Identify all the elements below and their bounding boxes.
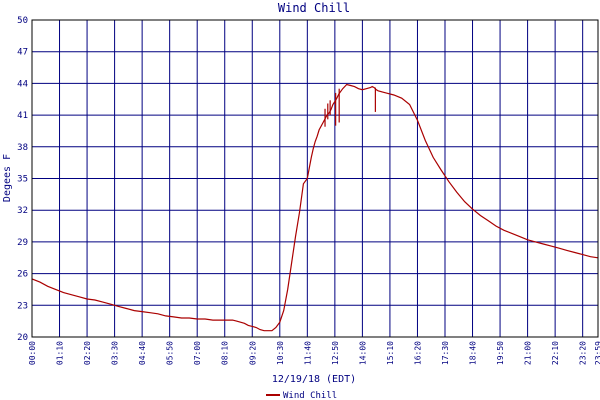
x-tick-label: 15:10 [386,341,395,365]
y-tick-label: 23 [17,301,28,311]
y-tick-label: 38 [17,143,28,153]
y-tick-label: 20 [17,333,28,343]
x-tick-label: 11:40 [303,341,312,365]
x-tick-label: 08:10 [221,341,230,365]
x-tick-label: 00:00 [28,341,37,365]
x-tick-label: 07:00 [193,341,202,365]
x-tick-label: 23:59 [594,341,600,365]
x-ticks: 00:00 01:10 02:20 03:30 04:40 05:50 07:00 08:10… [28,341,600,365]
x-tick-label: 17:30 [441,341,450,365]
x-tick-label: 14:00 [358,341,367,365]
legend-label: Wind Chill [283,391,337,400]
x-tick-label: 18:40 [469,341,478,365]
y-tick-label: 32 [17,206,28,216]
chart-title: Wind Chill [278,1,350,15]
x-tick-label: 04:40 [138,341,147,365]
x-tick-label: 01:10 [56,341,65,365]
series-line [31,83,599,332]
y-tick-label: 50 [17,16,28,26]
x-tick-label: 22:10 [551,341,560,365]
series-layer [31,83,599,332]
y-tick-label: 35 [17,175,28,185]
y-ticks: 20 23 26 29 32 35 38 41 44 47 50 [17,16,28,343]
x-tick-label: 02:20 [83,341,92,365]
x-tick-label: 12:50 [331,341,340,365]
grid [31,19,599,338]
y-tick-label: 41 [17,111,28,121]
x-tick-label: 21:00 [524,341,533,365]
x-axis-label: 12/19/18 (EDT) [272,374,356,385]
y-tick-label: 29 [17,238,28,248]
y-axis-label: Degees F [2,154,13,202]
x-tick-label: 10:30 [276,341,285,365]
x-tick-label: 16:20 [413,341,422,365]
x-tick-label: 09:20 [248,341,257,365]
x-tick-label: 03:30 [111,341,120,365]
plot-frame [31,19,599,338]
y-tick-label: 44 [17,79,28,89]
y-tick-label: 26 [17,270,28,280]
y-tick-label: 47 [17,48,28,58]
x-tick-label: 05:50 [166,341,175,365]
legend: Wind Chill [266,391,337,400]
x-tick-label: 19:50 [496,341,505,365]
x-tick-label: 23:20 [579,341,588,365]
